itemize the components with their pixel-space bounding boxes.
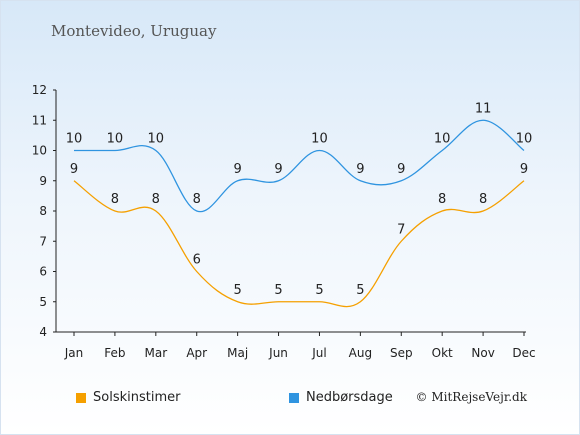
data-label-sunshine: 9 [70,162,78,177]
y-tick-label: 8 [39,204,47,218]
credit-text: © MitRejseVejr.dk [415,390,527,404]
data-label-sunshine: 5 [356,283,364,298]
x-tick-label: Dec [512,346,535,360]
data-label-sunshine: 5 [233,283,241,298]
legend-label-sunshine: Solskinstimer [93,390,181,405]
x-tick-label: Sep [390,346,413,360]
x-tick-label: Jan [64,346,84,360]
y-tick-label: 6 [39,265,47,279]
legend-swatch-sunshine [76,392,86,403]
data-label-sunshine: 5 [315,283,323,298]
data-label-sunshine: 5 [274,283,282,298]
data-label-rain-days: 9 [233,162,241,177]
data-label-sunshine: 8 [111,192,119,207]
series-line-rain-days [74,119,525,213]
y-tick-label: 11 [32,113,47,127]
x-tick-label: Mar [144,346,167,360]
data-label-sunshine: 8 [479,192,487,207]
series-line-sunshine [73,180,525,308]
data-label-rain-days: 8 [193,192,201,207]
x-tick-label: Aug [349,346,372,360]
data-label-rain-days: 9 [274,162,282,177]
data-label-rain-days: 9 [397,162,405,177]
y-tick-label: 9 [39,174,47,188]
x-tick-label: Feb [104,346,125,360]
y-tick-label: 12 [32,83,47,97]
chart-title: Montevideo, Uruguay [51,22,217,40]
legend-item-sunshine: Solskinstimer [76,390,180,405]
data-label-rain-days: 10 [311,132,328,147]
data-label-rain-days: 10 [516,132,533,147]
data-label-sunshine: 8 [152,192,160,207]
data-label-rain-days: 9 [356,162,364,177]
legend-swatch-rain-days [289,392,299,403]
data-label-sunshine: 6 [193,253,201,268]
y-tick-label: 7 [39,234,47,248]
y-tick-label: 10 [32,144,47,158]
legend-label-rain-days: Nedbørsdage [306,390,393,405]
data-label-rain-days: 10 [66,132,83,147]
x-tick-label: Jul [311,346,326,360]
x-tick-label: Apr [186,346,207,360]
x-tick-label: Nov [471,346,494,360]
data-label-sunshine: 9 [520,162,528,177]
data-label-rain-days: 11 [475,101,492,116]
data-label-sunshine: 7 [397,222,405,237]
x-tick-label: Okt [432,346,453,360]
data-label-rain-days: 10 [107,132,124,147]
x-tick-label: Maj [227,346,248,360]
data-label-rain-days: 10 [148,132,165,147]
y-tick-label: 4 [39,325,47,339]
legend-item-rain-days: Nedbørsdage [289,390,393,405]
x-tick-label: Jun [268,346,288,360]
y-tick-label: 5 [39,295,47,309]
data-label-rain-days: 10 [434,132,451,147]
data-label-sunshine: 8 [438,192,446,207]
